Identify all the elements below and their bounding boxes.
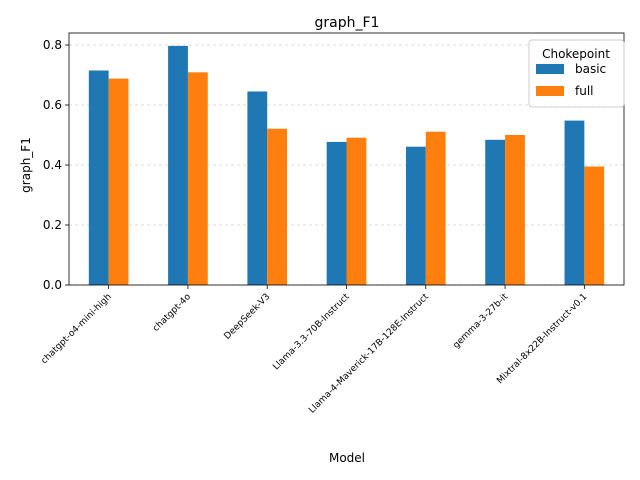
y-tick-label: 0.0	[43, 278, 62, 292]
legend-label-full: full	[575, 84, 594, 98]
bar-full	[425, 131, 446, 285]
legend: Chokepoint basic full	[528, 39, 625, 108]
bar-basic	[247, 91, 268, 285]
x-axis-label: Model	[329, 451, 365, 465]
bars	[88, 45, 605, 286]
chart-title: graph_F1	[315, 15, 380, 31]
bar-full	[505, 135, 525, 285]
bar-basic	[88, 70, 109, 285]
bar-full	[346, 137, 367, 285]
y-tick-label: 0.6	[43, 98, 62, 112]
y-axis: 0.0 0.2 0.4 0.6 0.8	[43, 38, 69, 292]
y-tick-label: 0.2	[43, 218, 62, 232]
legend-swatch-basic	[536, 64, 564, 74]
bar-basic	[168, 45, 188, 286]
bar-basic	[564, 120, 585, 285]
legend-swatch-full	[536, 86, 564, 96]
legend-title: Chokepoint	[542, 47, 610, 61]
bar-full	[187, 72, 208, 285]
bar-basic	[405, 146, 426, 285]
bar-basic	[326, 141, 347, 285]
bar-full	[108, 78, 129, 285]
bar-full	[584, 166, 605, 285]
legend-label-basic: basic	[575, 62, 606, 76]
bar-basic	[485, 139, 506, 285]
y-tick-label: 0.8	[43, 38, 62, 52]
y-axis-label: graph_F1	[19, 137, 33, 193]
bar-full	[267, 128, 288, 285]
y-tick-label: 0.4	[43, 158, 62, 172]
legend-items: basic full	[536, 62, 606, 98]
